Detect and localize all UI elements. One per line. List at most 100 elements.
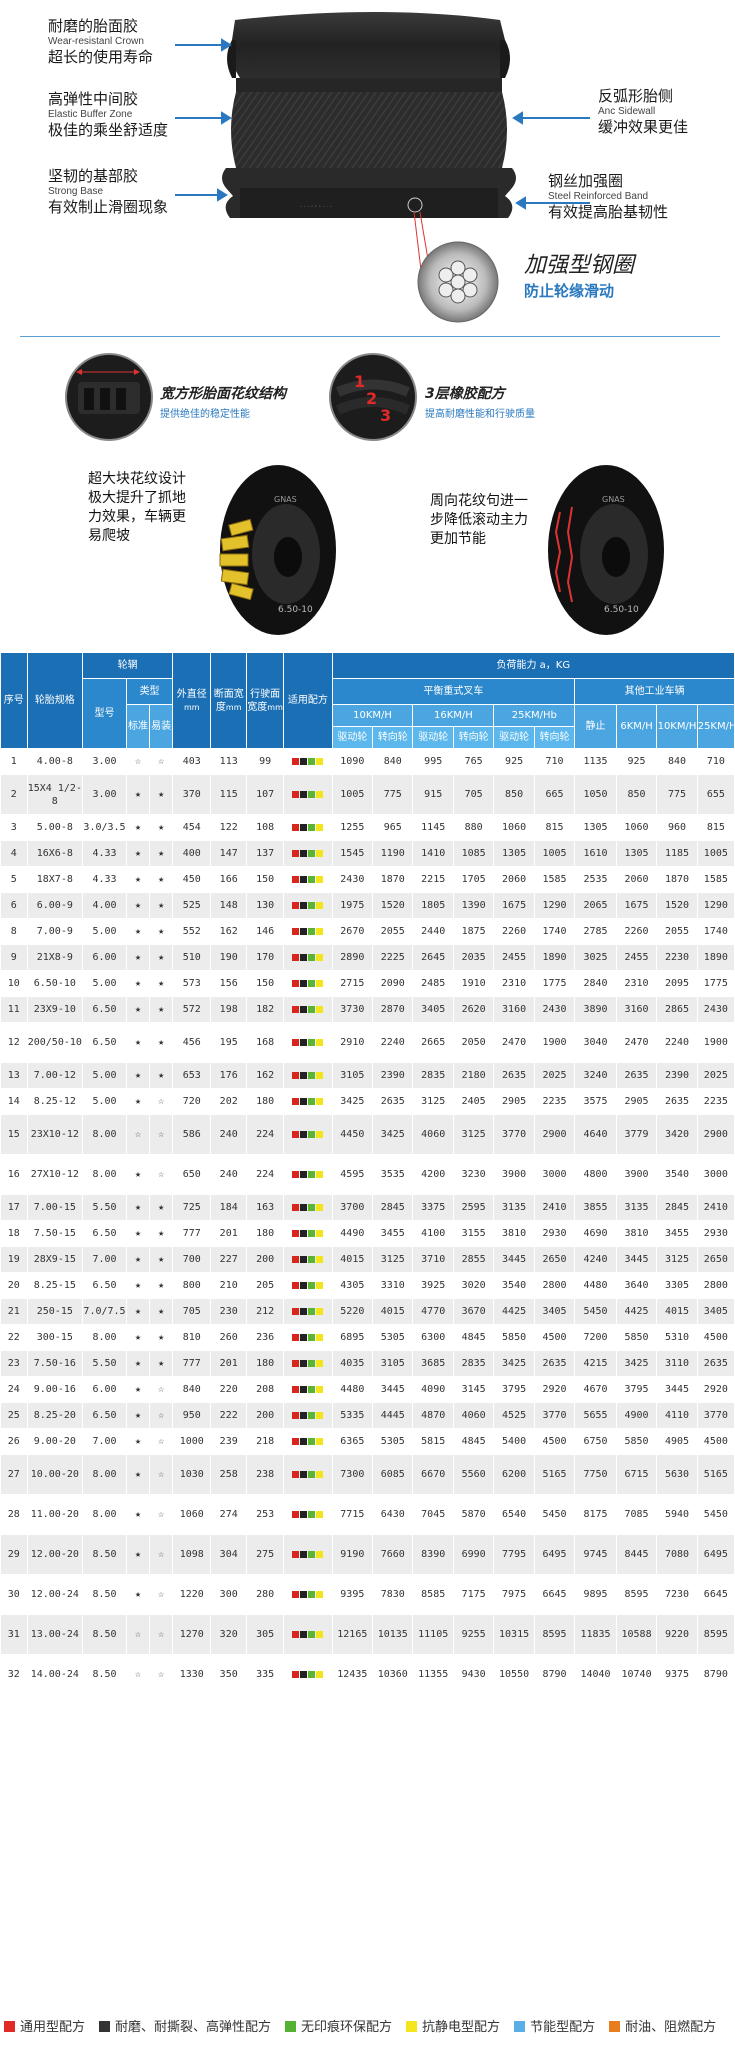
table-cell: 1305 [574, 814, 617, 841]
table-cell: 775 [372, 774, 414, 815]
table-cell: 2090 [372, 970, 414, 997]
table-cell: 280 [246, 1574, 285, 1615]
buffer-desc: 极佳的乘坐舒适度 [48, 121, 169, 140]
table-cell: 2485 [412, 970, 454, 997]
table-cell: 1585 [533, 866, 576, 893]
legend-item: 通用型配方 [4, 2016, 85, 2039]
table-cell: 7085 [615, 1494, 658, 1535]
formula-colors [283, 1114, 333, 1155]
table-cell: ☆ [149, 748, 174, 775]
table-cell: ★ [125, 1272, 151, 1299]
th-spec: 轮胎规格 [26, 652, 84, 749]
table-cell: 163 [246, 1194, 285, 1221]
formula-color-swatch [291, 875, 299, 883]
table-cell: 4480 [574, 1272, 617, 1299]
th-model: 型号 [82, 678, 127, 749]
table-cell: ★ [125, 1298, 151, 1325]
table-cell: 23 [0, 1350, 28, 1377]
th-forklift: 平衡重式叉车 [331, 678, 576, 705]
table-row: 6 6.00-9 4.00 ★ ★ 525 148 130 1975 1520 1805 1390 16… [0, 892, 735, 919]
table-cell: ★ [125, 1220, 151, 1247]
table-cell: 2920 [533, 1376, 576, 1403]
table-cell: 5305 [372, 1324, 414, 1351]
table-cell: 8.25-15 [26, 1272, 84, 1299]
table-cell: 2225 [372, 944, 414, 971]
table-cell: ★ [125, 918, 151, 945]
table-cell: 3925 [412, 1272, 454, 1299]
table-cell: 253 [246, 1494, 285, 1535]
table-row: 30 12.00-24 8.50 ★ ☆ 1220 300 280 9395 7830 8585 71… [0, 1574, 735, 1615]
table-cell: 26 [0, 1428, 28, 1455]
table-cell: 1545 [331, 840, 374, 867]
table-cell: 525 [172, 892, 212, 919]
table-cell: 5450 [533, 1494, 576, 1535]
table-cell: 4.33 [82, 866, 127, 893]
table-cell: 6.50 [82, 1402, 127, 1429]
table-cell: 3240 [574, 1062, 617, 1089]
th-steer-3: 转向轮 [533, 726, 576, 749]
table-cell: 7830 [372, 1574, 414, 1615]
wire-title: 加强型钢圈 [524, 253, 635, 278]
table-cell: 9430 [452, 1654, 495, 1695]
table-cell: 227 [210, 1246, 248, 1273]
tire-photo-left: GNAS 6.50-10 [219, 465, 336, 635]
table-cell: ★ [125, 1062, 151, 1089]
table-cell: 7.50-16 [26, 1350, 84, 1377]
feature-tread-title: 宽方形胎面花纹结构 [160, 386, 286, 402]
table-cell: 170 [246, 944, 285, 971]
table-cell: 10360 [372, 1654, 414, 1695]
table-cell: 4.00 [82, 892, 127, 919]
th-drive-1: 驱动轮 [331, 726, 374, 749]
table-cell: 1890 [533, 944, 576, 971]
table-cell: 2900 [696, 1114, 735, 1155]
table-cell: 13.00-24 [26, 1614, 84, 1655]
table-cell: 9.00-20 [26, 1428, 84, 1455]
formula-color-swatch [307, 1590, 315, 1598]
table-row: 19 28X9-15 7.00 ★ ★ 700 227 200 4015 3125 3710 2855… [0, 1246, 735, 1273]
table-cell: 4490 [331, 1220, 374, 1247]
table-cell: 725 [172, 1194, 212, 1221]
formula-color-swatch [299, 1071, 307, 1079]
table-cell: 5850 [615, 1428, 658, 1455]
table-cell: 6750 [574, 1428, 617, 1455]
formula-color-swatch [315, 1437, 323, 1445]
table-cell: 2870 [372, 996, 414, 1023]
table-cell: 2470 [493, 1022, 535, 1063]
table-cell: 710 [696, 748, 735, 775]
table-cell: ☆ [149, 1428, 174, 1455]
table-row: 28 11.00-20 8.00 ★ ☆ 1060 274 253 7715 6430 7045 58… [0, 1494, 735, 1535]
crown-cn: 耐磨的胎面胶 [48, 17, 139, 35]
table-cell: 205 [246, 1272, 285, 1299]
table-cell: 190 [210, 944, 248, 971]
table-cell: 2905 [615, 1088, 658, 1115]
table-cell: 3810 [615, 1220, 658, 1247]
legend-label: 无印痕环保配方 [301, 2020, 393, 2035]
table-cell: 3710 [412, 1246, 454, 1273]
table-cell: 2785 [574, 918, 617, 945]
tread-left-line-1: 超大块花纹设计 [88, 471, 186, 487]
base-desc: 有效制止滑圈现象 [48, 198, 169, 217]
table-cell: ★ [149, 1272, 174, 1299]
table-cell: 335 [246, 1654, 285, 1695]
formula-color-swatch [291, 1411, 299, 1419]
table-cell: 5.00 [82, 918, 127, 945]
table-cell: 2800 [533, 1272, 576, 1299]
table-cell: 3795 [615, 1376, 658, 1403]
table-cell: 4425 [615, 1298, 658, 1325]
table-cell: 2405 [452, 1088, 495, 1115]
table-cell: ☆ [125, 1114, 151, 1155]
formula-legend: 通用型配方 耐磨、耐撕裂、高弹性配方 无印痕环保配方 抗静电型配方 节能型配方 耐油、阻燃… [4, 2016, 734, 2039]
table-cell: 239 [210, 1428, 248, 1455]
table-cell: 274 [210, 1494, 248, 1535]
table-cell: 5940 [656, 1494, 698, 1535]
table-cell: 3779 [615, 1114, 658, 1155]
table-cell: 320 [210, 1614, 248, 1655]
th-s16: 16KM/H [412, 704, 495, 727]
feature-tread-sub: 提供绝佳的稳定性能 [160, 409, 250, 420]
table-cell: 6.00 [82, 1376, 127, 1403]
table-cell: 7080 [656, 1534, 698, 1575]
table-cell: 572 [172, 996, 212, 1023]
table-cell: 1185 [656, 840, 698, 867]
table-cell: 1085 [452, 840, 495, 867]
table-cell: ★ [125, 1494, 151, 1535]
